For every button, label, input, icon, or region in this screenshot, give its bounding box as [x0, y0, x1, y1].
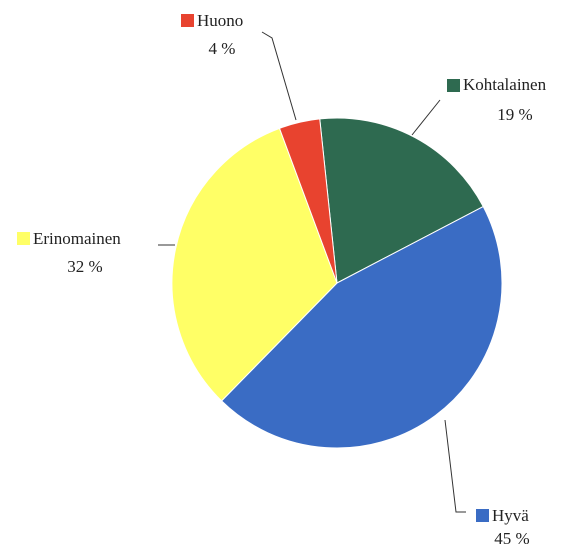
- leader-line: [411, 99, 441, 136]
- pie: [171, 117, 503, 449]
- pie-slice: [319, 117, 484, 284]
- slice-label: Hyvä: [492, 506, 529, 525]
- labels: Kohtalainen 19 % Hyvä 45 % Erinomainen 32 % Hu…: [17, 11, 547, 548]
- slice-label: Kohtalainen: [463, 75, 547, 94]
- slice-label: Erinomainen: [33, 229, 121, 248]
- slice-label: Huono: [197, 11, 243, 30]
- legend-swatch: [181, 14, 194, 27]
- value-label: 4 %: [209, 39, 236, 58]
- pie-slice: [171, 127, 338, 402]
- pie-slice: [278, 118, 338, 284]
- leader-line: [444, 419, 466, 513]
- value-label: 32 %: [67, 257, 102, 276]
- value-label: 45 %: [494, 529, 529, 548]
- legend-swatch: [447, 79, 460, 92]
- value-label: 19 %: [497, 105, 532, 124]
- legend-swatch: [17, 232, 30, 245]
- pie-slice: [220, 205, 503, 449]
- legend-swatch: [476, 509, 489, 522]
- leader-line: [261, 31, 297, 121]
